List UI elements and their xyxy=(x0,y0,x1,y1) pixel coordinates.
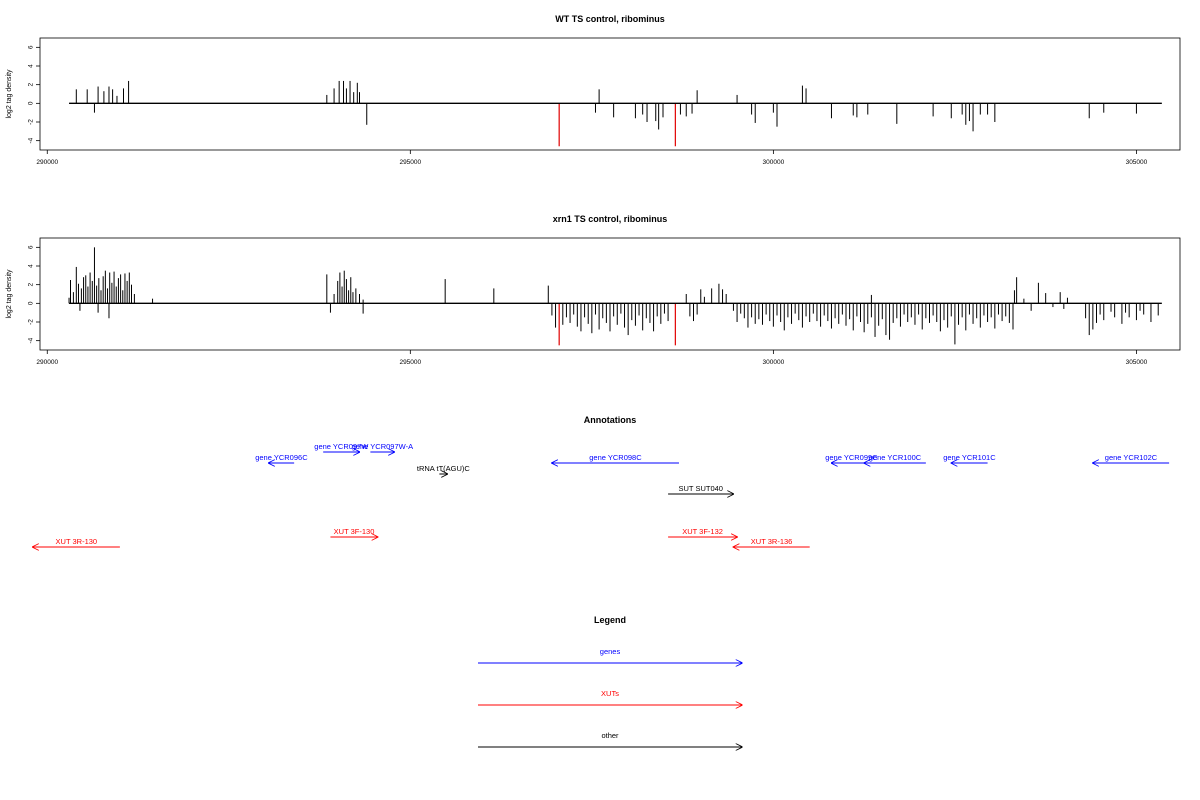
annotation-label: gene YCR098C xyxy=(589,453,642,462)
xrn1-y-tick-label: 0 xyxy=(28,301,35,305)
legend-item-label: XUTs xyxy=(601,689,619,698)
annotation-label: gene YCR101C xyxy=(943,453,996,462)
xrn1-x-tick-label: 290000 xyxy=(36,359,58,366)
xrn1-y-axis-label: log2 tag density xyxy=(6,269,13,319)
xrn1-y-tick-label: -4 xyxy=(28,337,35,343)
annotation-label: tRNA tT(AGU)C xyxy=(417,464,471,473)
wt-y-tick-label: 6 xyxy=(28,45,35,49)
wt-y-tick-label: -4 xyxy=(28,137,35,143)
wt-x-tick-label: 305000 xyxy=(1126,159,1148,166)
annotation-label: XUT 3F-132 xyxy=(682,527,723,536)
xrn1-density-bars xyxy=(68,247,1162,346)
annotation-label: SUT SUT040 xyxy=(679,484,723,493)
wt-y-tick-label: 2 xyxy=(28,82,35,86)
wt-x-axis-ticks: 290000 295000 300000 305000 xyxy=(36,150,1148,166)
xrn1-x-tick-label: 295000 xyxy=(399,359,421,366)
wt-x-tick-label: 295000 xyxy=(399,159,421,166)
wt-y-axis-ticks: 6 4 2 0 -2 -4 xyxy=(28,45,40,144)
annotation-label: gene YCR099C xyxy=(825,453,878,462)
annotations-title: Annotations xyxy=(584,415,637,425)
wt-x-tick-label: 290000 xyxy=(36,159,58,166)
wt-y-axis-label: log2 tag density xyxy=(6,69,13,119)
annotation-label: gene YCR102C xyxy=(1105,453,1158,462)
legend-item-label: genes xyxy=(600,647,621,656)
wt-density-bars xyxy=(69,80,1162,147)
xrn1-panel-title: xrn1 TS control, ribominus xyxy=(553,214,668,224)
annotation-label: XUT 3F-130 xyxy=(334,527,375,536)
wt-y-tick-label: -2 xyxy=(28,119,35,125)
legend-title: Legend xyxy=(594,615,626,625)
wt-panel-title: WT TS control, ribominus xyxy=(555,14,665,24)
xrn1-x-axis-ticks: 290000 295000 300000 305000 xyxy=(36,350,1148,366)
wt-y-tick-label: 4 xyxy=(28,64,35,68)
legend: Legend genes XUTs other xyxy=(478,615,742,747)
wt-y-tick-label: 0 xyxy=(28,101,35,105)
xrn1-y-tick-label: 2 xyxy=(28,282,35,286)
legend-items: genes XUTs other xyxy=(478,647,742,747)
wt-plot-frame xyxy=(39,37,1181,151)
xrn1-y-axis-ticks: 6 4 2 0 -2 -4 xyxy=(28,245,40,344)
xrn1-y-tick-label: 6 xyxy=(28,245,35,249)
annotation-label: XUT 3R-130 xyxy=(56,537,98,546)
xrn1-density-panel: xrn1 TS control, ribominus log2 tag dens… xyxy=(6,214,1181,366)
annotation-label: gene YCR097W xyxy=(314,442,369,451)
xrn1-plot-frame xyxy=(39,237,1181,351)
xrn1-y-tick-label: -2 xyxy=(28,319,35,325)
annotation-label: gene YCR100C xyxy=(869,453,922,462)
xrn1-x-tick-label: 300000 xyxy=(763,359,785,366)
legend-item-label: other xyxy=(601,731,619,740)
annotation-label: gene YCR097W-A xyxy=(352,442,413,451)
annotation-label: gene YCR096C xyxy=(255,453,308,462)
annotation-label: XUT 3R-136 xyxy=(751,537,793,546)
xrn1-x-tick-label: 305000 xyxy=(1126,359,1148,366)
xrn1-y-tick-label: 4 xyxy=(28,264,35,268)
wt-x-tick-label: 300000 xyxy=(763,159,785,166)
wt-density-panel: WT TS control, ribominus log2 tag densit… xyxy=(6,14,1181,166)
